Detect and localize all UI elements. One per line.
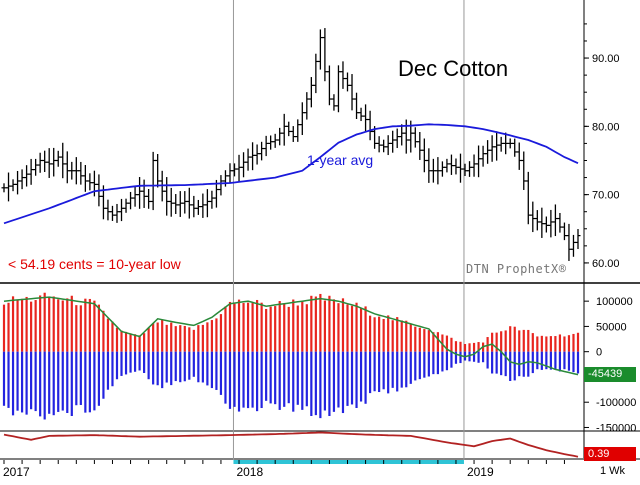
moving-average-line: [3, 123, 579, 225]
cot-last-value-badge: -45439: [584, 367, 636, 382]
cot-net-line: [3, 296, 579, 376]
chart-title: Dec Cotton: [398, 56, 509, 81]
y-tick-label: 80.00: [592, 121, 620, 133]
y-tick-label: 70.00: [592, 190, 620, 202]
y-tick-label: 60.00: [592, 258, 620, 270]
y-tick-label: -150000: [596, 422, 636, 434]
source-watermark: DTN ProphetX®: [466, 262, 567, 276]
x-tick-label: 2019: [467, 465, 494, 479]
time-axis-highlight: [233, 460, 464, 464]
moving-average-label: 1-year avg: [307, 152, 374, 168]
x-tick-label: 2018: [236, 465, 263, 479]
oscillator-last-value-badge: 0.39: [584, 447, 636, 461]
y-tick-label: 50000: [596, 321, 627, 333]
x-tick-label: 2017: [3, 465, 30, 479]
oscillator-line: [3, 431, 579, 458]
period-label[interactable]: 1 Wk: [600, 465, 626, 477]
time-axis-bar: [0, 460, 584, 480]
y-tick-label: 0: [596, 347, 602, 359]
ten-year-low-note: < 54.19 cents = 10-year low: [8, 256, 181, 272]
y-tick-label: -100000: [596, 397, 636, 409]
y-tick-label: 90.00: [592, 53, 620, 65]
y-tick-label: 100000: [596, 296, 633, 308]
